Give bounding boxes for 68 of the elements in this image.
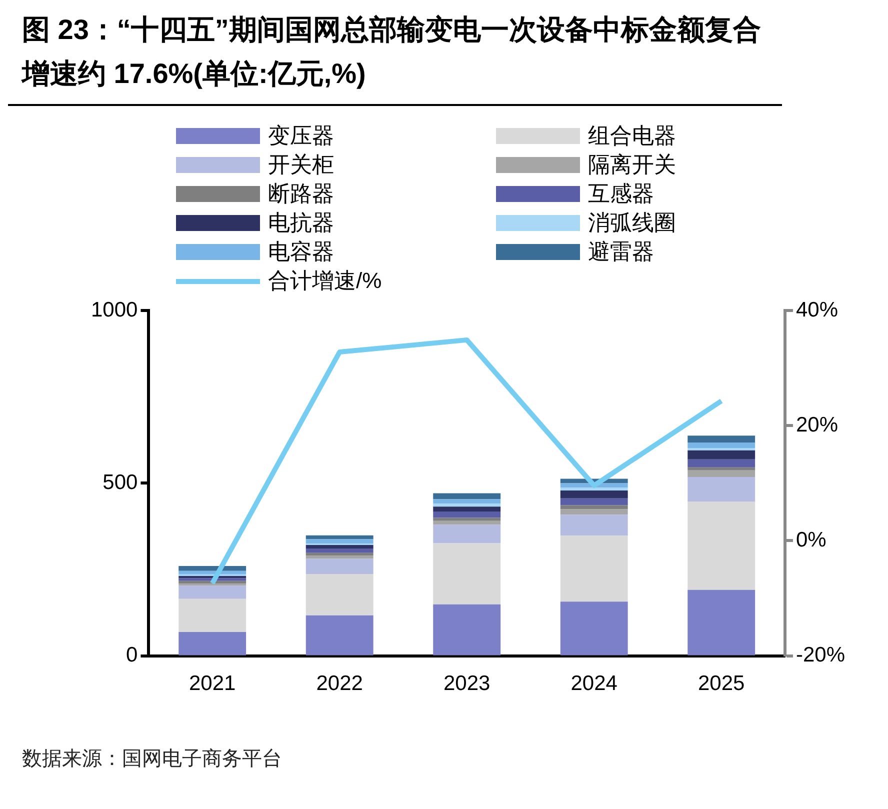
bar: [560, 490, 628, 498]
legend-label: 断路器: [268, 180, 334, 208]
legend-label: 开关柜: [268, 151, 334, 179]
x-tick-label: 2025: [698, 672, 745, 696]
bar: [560, 514, 628, 536]
y2-tick-label: 20%: [796, 413, 838, 436]
bar: [306, 574, 374, 616]
bar: [433, 499, 501, 504]
legend-label: 避雷器: [588, 238, 654, 266]
bar: [433, 493, 501, 500]
y-tick-label: 0: [126, 644, 138, 667]
bar: [433, 520, 501, 525]
bar: [560, 509, 628, 515]
bar: [433, 506, 501, 512]
y-tick-label: 1000: [91, 298, 138, 322]
bar: [433, 524, 501, 544]
bar: [560, 498, 628, 506]
bar: [178, 598, 246, 632]
bar: [560, 602, 628, 656]
bar: [306, 558, 374, 574]
bar: [688, 467, 756, 470]
bar: [178, 586, 246, 599]
bar: [306, 615, 374, 656]
x-tick-label: 2022: [316, 672, 363, 696]
y2-tick-label: 0%: [796, 528, 826, 552]
bar: [688, 501, 756, 590]
bar: [178, 632, 246, 656]
bar: [433, 604, 501, 656]
bar: [560, 536, 628, 602]
y2-tick-label: -20%: [796, 644, 846, 667]
bar: [433, 518, 501, 521]
bar: [178, 570, 246, 574]
bar: [560, 488, 628, 490]
bar: [306, 544, 374, 548]
bar: [688, 450, 756, 460]
chart-title: 图 23：“十四五”期间国网总部输变电一次设备中标金额复合增速约 17.6%(单位:亿元,%): [8, 8, 782, 106]
bar: [306, 552, 374, 556]
bar: [306, 539, 374, 544]
legend-label: 隔离开关: [588, 151, 676, 179]
bar: [433, 512, 501, 518]
legend-label: 电容器: [268, 238, 334, 266]
legend-label: 合计增速/%: [268, 267, 382, 295]
bar: [306, 535, 374, 540]
legend-label: 组合电器: [588, 122, 676, 150]
bar: [688, 442, 756, 448]
bar: [688, 448, 756, 450]
source-note: 数据来源：国网电子商务平台: [21, 747, 283, 772]
bar: [688, 459, 756, 468]
bar: [688, 476, 756, 502]
x-tick-label: 2024: [570, 672, 618, 696]
x-tick-label: 2023: [443, 672, 490, 696]
legend-label: 电抗器: [268, 209, 334, 237]
bar: [306, 548, 374, 553]
y2-tick-label: 40%: [796, 298, 838, 322]
bar: [433, 504, 501, 507]
bar: [560, 505, 628, 510]
bar: [688, 590, 756, 656]
legend-label: 互感器: [588, 180, 654, 208]
bar: [178, 566, 246, 571]
bar: [306, 556, 374, 559]
bar: [688, 470, 756, 477]
legend-label: 变压器: [268, 122, 334, 150]
y-tick-label: 500: [102, 470, 138, 494]
bar: [433, 543, 501, 604]
bar: [178, 578, 246, 581]
bar: [688, 436, 756, 442]
legend-label: 消弧线圈: [588, 209, 676, 237]
x-tick-label: 2021: [188, 672, 236, 696]
